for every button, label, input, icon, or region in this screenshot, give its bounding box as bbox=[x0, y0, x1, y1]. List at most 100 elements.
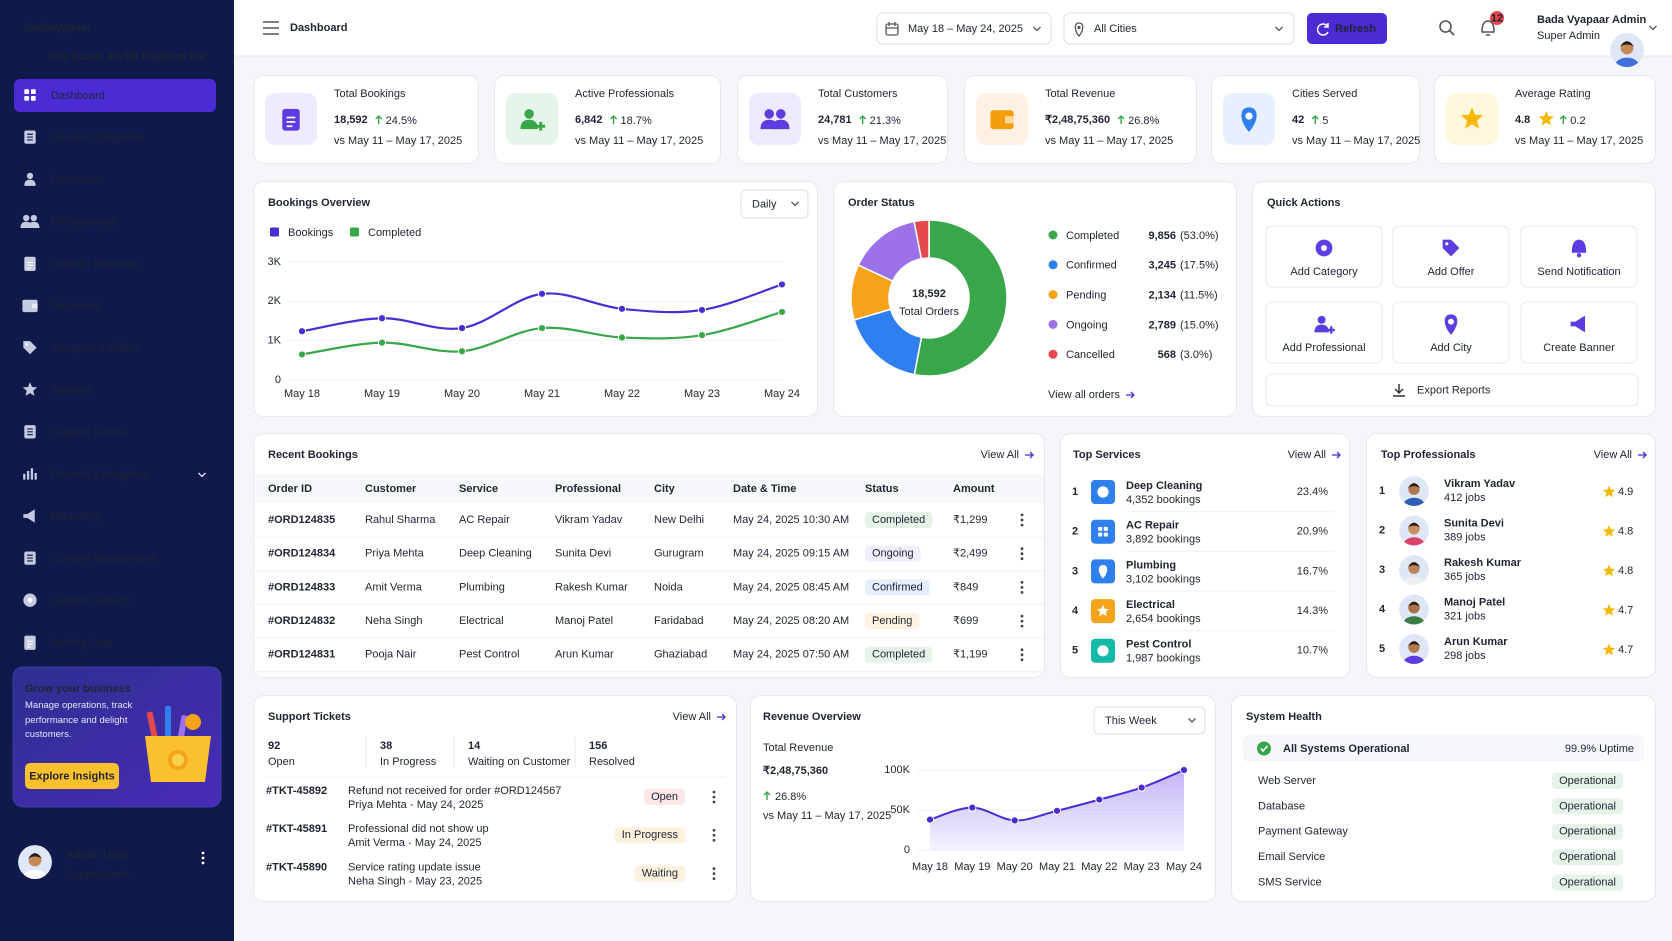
date-range: May 18 – May 24, 2025 bbox=[908, 23, 1023, 35]
notifications-button[interactable]: 12 bbox=[1481, 11, 1504, 36]
quick-action[interactable]: Add Offer bbox=[1392, 225, 1510, 288]
view-all-link[interactable]: View All bbox=[981, 449, 1034, 461]
icon-part bbox=[31, 303, 38, 309]
nav-item[interactable]: Coupons & Offers bbox=[23, 340, 139, 355]
menu-toggle[interactable] bbox=[263, 21, 279, 35]
nav-item[interactable]: Dashboard bbox=[14, 79, 216, 112]
legend-item: Bookings bbox=[270, 227, 334, 239]
data-point bbox=[697, 331, 707, 340]
search-button[interactable] bbox=[1439, 20, 1455, 36]
refresh-button[interactable]: Refresh bbox=[1307, 13, 1387, 44]
nav-item[interactable]: Customers bbox=[24, 172, 105, 186]
period-dropdown[interactable]: Daily bbox=[740, 189, 809, 219]
status-badge: Confirmed bbox=[865, 579, 930, 596]
city-filter[interactable]: All Cities bbox=[1063, 12, 1295, 45]
more-button[interactable] bbox=[712, 828, 716, 842]
view-all-link[interactable]: View All bbox=[1288, 449, 1341, 461]
icon-part bbox=[1096, 604, 1110, 617]
revenue-overview-card: Revenue Overview This Week Total Revenue ₹2… bbox=[750, 695, 1216, 902]
more-button[interactable] bbox=[1020, 614, 1024, 628]
quick-action[interactable]: Create Banner bbox=[1520, 301, 1638, 364]
pin-outline-icon bbox=[1074, 22, 1084, 38]
nav-item[interactable]: System Settings bbox=[23, 593, 131, 608]
x-tick-label: May 24 bbox=[764, 388, 800, 400]
view-all-link[interactable]: View All bbox=[673, 711, 726, 723]
more-button[interactable] bbox=[1020, 581, 1024, 594]
card-title: Order Status bbox=[848, 197, 915, 209]
clipboard-icon bbox=[282, 108, 300, 131]
more-button[interactable] bbox=[201, 851, 205, 865]
table-cell: Neha Singh bbox=[365, 615, 423, 627]
export-reports-button[interactable]: Export Reports bbox=[1265, 373, 1639, 407]
quick-action[interactable]: Add Category bbox=[1265, 225, 1383, 288]
admin-avatar[interactable] bbox=[1610, 33, 1644, 75]
more-button[interactable] bbox=[712, 790, 716, 804]
professional-jobs: 298 jobs bbox=[1444, 650, 1486, 662]
service-row: 2 AC Repair 3,892 bookings 20.9% bbox=[1072, 511, 1335, 546]
column-header: Order ID bbox=[268, 483, 312, 495]
order-id[interactable]: #ORD124833 bbox=[268, 581, 335, 593]
rank: 3 bbox=[1072, 565, 1078, 577]
avatar-image bbox=[1399, 594, 1429, 625]
clipboard-icon bbox=[24, 635, 36, 650]
order-id[interactable]: #ORD124831 bbox=[268, 649, 335, 661]
order-id[interactable]: #ORD124835 bbox=[268, 514, 335, 526]
table-header-bg bbox=[254, 474, 1044, 503]
ticket-id[interactable]: #TKT-45891 bbox=[266, 823, 327, 835]
more-button[interactable] bbox=[712, 867, 716, 880]
period-dropdown[interactable]: This Week bbox=[1093, 706, 1206, 735]
nav-item[interactable]: Content Management bbox=[24, 551, 157, 565]
professional-row: 3 Rakesh Kumar 365 jobs 4.8 bbox=[1379, 555, 1633, 585]
nav-item[interactable]: Professionals bbox=[20, 214, 118, 228]
nav-item[interactable]: Marketing bbox=[23, 509, 99, 523]
more-button[interactable] bbox=[1020, 547, 1024, 561]
icon-part bbox=[990, 110, 1014, 130]
gear-icon bbox=[1315, 239, 1333, 257]
ticket-id[interactable]: #TKT-45890 bbox=[266, 862, 327, 874]
service-status: Operational bbox=[1552, 798, 1623, 815]
more-button[interactable] bbox=[1020, 648, 1024, 662]
ticket-id[interactable]: #TKT-45892 bbox=[266, 785, 327, 797]
badge-text: Operational bbox=[1559, 775, 1616, 787]
nav-item[interactable]: Activity Logs bbox=[24, 635, 113, 650]
more-button[interactable] bbox=[1020, 513, 1024, 527]
action-label: Add Offer bbox=[1428, 266, 1475, 278]
nav-item[interactable]: Orders / Bookings bbox=[24, 256, 140, 271]
y-tick-label: 50K bbox=[890, 804, 910, 816]
icon-part bbox=[1260, 745, 1269, 753]
nav-item[interactable]: Payments bbox=[22, 299, 100, 313]
data-point bbox=[297, 350, 307, 359]
table-cell: Deep Cleaning bbox=[459, 548, 532, 560]
nav-item[interactable]: Reviews bbox=[22, 382, 93, 397]
quick-action[interactable]: Add City bbox=[1392, 301, 1510, 364]
order-id[interactable]: #ORD124834 bbox=[268, 548, 336, 560]
professional-name: Sunita Devi bbox=[1444, 517, 1504, 529]
view-all-orders-link[interactable]: View all orders bbox=[1048, 389, 1135, 401]
dot bbox=[1020, 658, 1024, 662]
card-title: Support Tickets bbox=[268, 711, 351, 723]
quick-action[interactable]: Send Notification bbox=[1520, 225, 1638, 288]
order-id[interactable]: #ORD124832 bbox=[268, 615, 335, 627]
icon-part bbox=[1103, 532, 1108, 537]
view-all-link[interactable]: View All bbox=[1594, 449, 1647, 461]
promo-button[interactable]: Explore Insights bbox=[25, 763, 119, 789]
nav-item[interactable]: Service Categories bbox=[24, 130, 144, 144]
data-point bbox=[457, 347, 467, 356]
chevron-icon bbox=[1649, 25, 1657, 31]
ball bbox=[185, 714, 201, 730]
gear-icon bbox=[23, 593, 37, 607]
star-icon bbox=[1602, 643, 1616, 656]
icon-part bbox=[764, 109, 774, 119]
donut-center-label: Total Orders bbox=[899, 306, 959, 318]
nav-item[interactable]: Support Tickets bbox=[24, 425, 127, 439]
date-range-picker[interactable]: May 18 – May 24, 2025 bbox=[876, 12, 1052, 45]
quick-action[interactable]: Add Professional bbox=[1265, 301, 1383, 364]
chevron-icon bbox=[198, 472, 206, 478]
dot bbox=[1020, 547, 1024, 551]
nav-item[interactable]: Reports & Analytics bbox=[23, 468, 206, 481]
icon-part bbox=[1571, 239, 1587, 253]
icon-part bbox=[28, 221, 40, 228]
legend-label: Ongoing bbox=[1066, 319, 1108, 331]
up-arrow-icon bbox=[859, 115, 867, 124]
dropdown-bg bbox=[1093, 706, 1206, 735]
